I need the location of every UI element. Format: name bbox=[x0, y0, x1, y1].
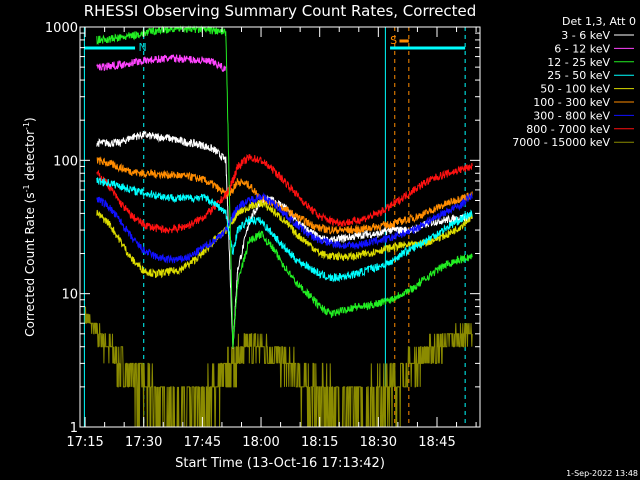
x-axis: 17:15 17:30 17:45 18:00 18:15 18:30 18:45 bbox=[66, 27, 477, 450]
series-line bbox=[84, 306, 473, 428]
y-axis-label-exponent: -1 bbox=[22, 122, 31, 130]
x-tick-label: 18:00 bbox=[242, 435, 279, 450]
series-line bbox=[96, 177, 473, 283]
y-tick-label: 1000 bbox=[45, 21, 78, 36]
y-axis-label-part: detector bbox=[23, 130, 37, 185]
legend-label: 25 - 50 keV bbox=[547, 69, 610, 82]
y-axis-label-group: Corrected Count Rate (s-1 detector-1) bbox=[22, 117, 37, 336]
y-axis-label-exponent: -1 bbox=[22, 184, 31, 192]
y-tick-label: 1 bbox=[70, 421, 78, 436]
y-axis: 1 10 100 1000 bbox=[45, 21, 480, 436]
series-layer bbox=[84, 25, 473, 428]
x-tick-label: 17:30 bbox=[125, 435, 162, 450]
flag-bars: NS bbox=[84, 34, 466, 54]
y-axis-label: Corrected Count Rate (s-1 detector-1) bbox=[22, 117, 37, 336]
y-axis-label-part: ) bbox=[23, 117, 37, 122]
plot-frame bbox=[79, 26, 481, 428]
x-tick-label: 17:15 bbox=[66, 435, 103, 450]
flare-label: S bbox=[390, 34, 397, 47]
y-tick-label: 100 bbox=[53, 154, 78, 169]
series-line bbox=[96, 25, 473, 349]
legend-label: 300 - 800 keV bbox=[533, 109, 610, 122]
series-line bbox=[96, 198, 473, 279]
series-line bbox=[96, 153, 473, 234]
night-label: N bbox=[138, 41, 146, 54]
legend-label: 100 - 300 keV bbox=[533, 96, 610, 109]
series-line bbox=[96, 192, 473, 265]
x-tick-label: 18:45 bbox=[418, 435, 455, 450]
x-tick-label: 18:30 bbox=[360, 435, 397, 450]
x-tick-label: 18:15 bbox=[301, 435, 338, 450]
legend-label: 50 - 100 keV bbox=[540, 83, 610, 96]
legend-label: 12 - 25 keV bbox=[547, 56, 610, 69]
x-tick-label: 17:45 bbox=[184, 435, 221, 450]
series-line bbox=[96, 156, 473, 235]
chart-title: RHESSI Observing Summary Count Rates, Co… bbox=[84, 2, 477, 20]
legend-label: 7000 - 15000 keV bbox=[512, 136, 610, 149]
x-axis-label: Start Time (13-Oct-16 17:13:42) bbox=[175, 456, 385, 471]
y-tick-label: 10 bbox=[61, 288, 78, 303]
legend-label: 6 - 12 keV bbox=[554, 42, 610, 55]
legend-title: Det 1,3, Att 0 bbox=[562, 15, 636, 28]
legend-label: 3 - 6 keV bbox=[561, 29, 610, 42]
series-line bbox=[96, 130, 473, 349]
legend-label: 800 - 7000 keV bbox=[526, 123, 610, 136]
footer-timestamp: 1-Sep-2022 13:48 bbox=[566, 469, 638, 478]
series-line bbox=[96, 54, 227, 72]
y-axis-label-part: Corrected Count Rate (s bbox=[23, 192, 37, 336]
